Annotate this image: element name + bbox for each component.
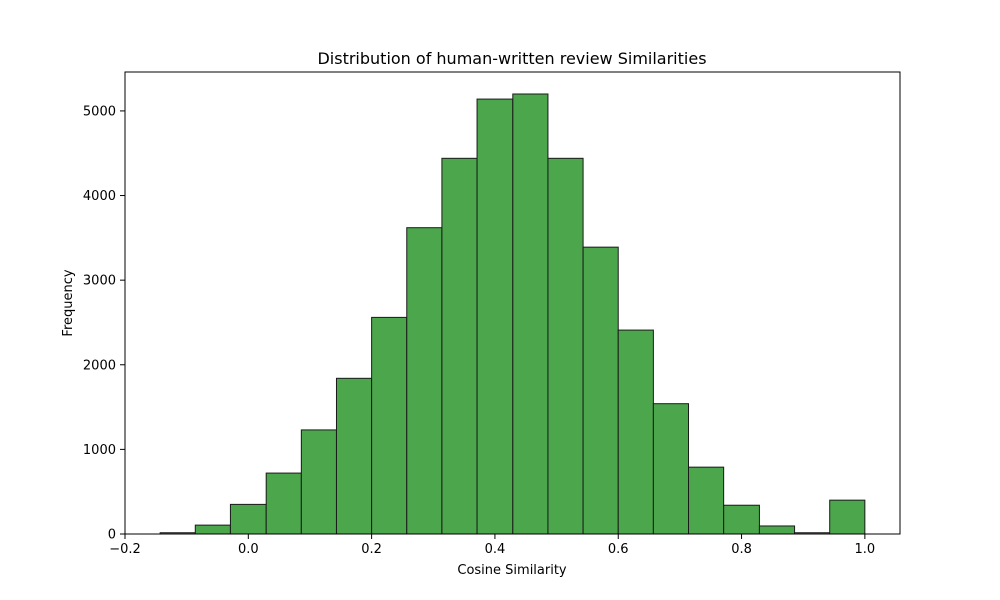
x-tick-label: 1.0	[855, 542, 876, 557]
chart-title: Distribution of human-written review Sim…	[317, 49, 706, 68]
histogram-bar	[476, 98, 514, 535]
x-tick-label: 0.0	[238, 542, 259, 557]
bars-group	[159, 93, 866, 535]
x-tick-label: −0.2	[109, 542, 141, 557]
x-axis-label: Cosine Similarity	[457, 563, 567, 578]
y-axis: 0 1000 2000 3000 4000 5000	[83, 104, 125, 543]
plot-frame	[124, 71, 901, 535]
x-tick-label: 0.2	[361, 542, 382, 557]
histogram-bar	[758, 525, 796, 535]
histogram-bar	[371, 316, 408, 535]
histogram-bar	[300, 429, 337, 535]
histogram-bar	[512, 93, 549, 535]
x-tick-label: 0.6	[608, 542, 629, 557]
histogram-bar	[829, 499, 866, 535]
histogram-bar	[617, 329, 654, 535]
histogram-bar	[582, 246, 619, 535]
x-tick-label: 0.8	[731, 542, 752, 557]
y-tick-label: 1000	[83, 443, 116, 458]
y-axis-label: Frequency	[61, 269, 76, 336]
histogram-bar	[652, 403, 690, 535]
y-tick-label: 2000	[83, 358, 116, 373]
histogram-bar	[406, 227, 443, 535]
histogram-bar	[723, 504, 760, 535]
histogram-bar	[688, 466, 725, 535]
y-tick-label: 3000	[83, 274, 116, 289]
x-tick-label: 0.4	[485, 542, 506, 557]
histogram-bar	[547, 157, 584, 535]
x-axis: −0.2 0.0 0.2 0.4 0.6 0.8 1.0	[109, 534, 875, 557]
histogram-bar	[265, 472, 302, 535]
y-tick-label: 5000	[83, 104, 116, 119]
y-tick-label: 4000	[83, 189, 116, 204]
histogram-bar	[441, 157, 478, 535]
y-tick-label: 0	[108, 528, 116, 543]
histogram-bar	[194, 524, 231, 535]
histogram-bar	[335, 377, 373, 535]
histogram-bar	[229, 503, 267, 535]
